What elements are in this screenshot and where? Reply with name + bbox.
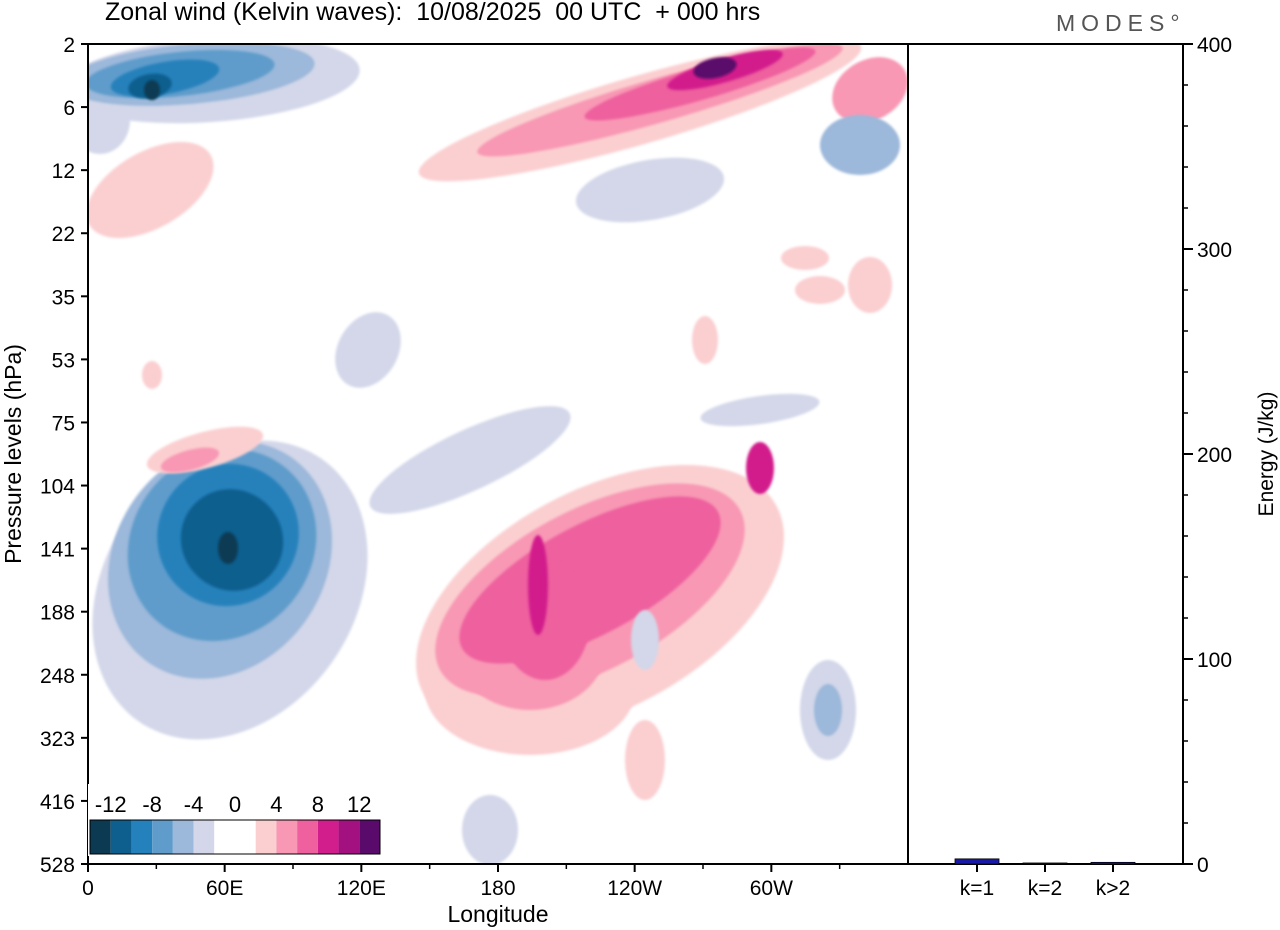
colorbar-swatch (152, 820, 173, 854)
contour-low-right-east2 (814, 684, 842, 736)
contour-upper-east-core (144, 80, 160, 100)
contour-mid-east-right2 (700, 393, 820, 427)
y-axis-label: Pressure levels (hPa) (0, 344, 26, 564)
y-tick-label: 104 (40, 476, 75, 499)
energy-category-label: k>2 (1096, 877, 1130, 900)
colorbar-swatch (193, 820, 215, 854)
colorbar-label: 4 (270, 792, 282, 817)
colorbar-label: 0 (229, 792, 241, 817)
contour-low-west-small2 (160, 447, 220, 473)
chart-title: Zonal wind (Kelvin waves): 10/08/2025 00… (105, 0, 761, 26)
colorbar-swatch (131, 820, 153, 854)
y-tick-label: 22 (52, 223, 75, 246)
y-tick-label: 75 (52, 412, 75, 435)
x-axis-label: Longitude (447, 901, 548, 927)
y-tick-label: 2 (63, 34, 75, 57)
contour-low-west-l3b (746, 442, 774, 494)
energy-tick-label: 300 (1197, 239, 1232, 262)
contour-mid-west-d (692, 316, 718, 364)
energy-bar (1022, 862, 1068, 865)
colorbar-label: 8 (312, 792, 324, 817)
energy-tick-label: 0 (1197, 854, 1209, 877)
x-tick-label: 0 (82, 877, 94, 900)
colorbar-label: -12 (95, 792, 127, 817)
contour-low-east-l0b (369, 406, 571, 514)
x-tick-label: 60E (206, 877, 243, 900)
contour-low-west-l3 (528, 535, 548, 635)
y-tick-label: 141 (40, 539, 75, 562)
x-axis: 0 60E 120E 180 120W 60W (82, 864, 841, 900)
colorbar-swatch (317, 820, 339, 854)
energy-tick-label: 100 (1197, 649, 1232, 672)
modes-logo: MODES° (1056, 10, 1186, 36)
colorbar-swatch (276, 820, 298, 854)
contour-mid-west-b (795, 276, 845, 304)
y-tick-label: 12 (52, 160, 75, 183)
energy-bar (1090, 861, 1136, 865)
y-tick-label: 188 (40, 602, 75, 625)
energy-plot-frame (907, 43, 1184, 865)
contour-mid-west-c (848, 257, 892, 313)
contour-low-east-core (218, 532, 238, 564)
contour-mid-east-a (335, 312, 401, 388)
contour-upper-west-l5 (693, 57, 737, 79)
contour-low-left-east (462, 795, 518, 864)
colorbar: -12 -8 -4 0 4 8 12 (88, 784, 382, 856)
y-tick-label: 528 (40, 854, 75, 877)
y-tick-label: 35 (52, 286, 75, 309)
x-tick-label: 180 (480, 877, 515, 900)
y-tick-label: 416 (40, 791, 75, 814)
colorbar-label: -4 (184, 792, 204, 817)
energy-category-label: k=1 (960, 877, 994, 900)
contour-low-right-west (625, 720, 665, 800)
colorbar-label: 12 (347, 792, 371, 817)
y-tick-label: 248 (40, 665, 75, 688)
energy-tick-label: 400 (1197, 34, 1232, 57)
colorbar-swatch (255, 820, 277, 854)
colorbar-swatch (172, 820, 194, 854)
x-tick-label: 60W (750, 877, 793, 900)
x-tick-label: 120E (337, 877, 386, 900)
contour-mid-west-a (781, 246, 829, 270)
colorbar-swatch (235, 820, 256, 854)
y-axis: 2 6 12 22 35 53 75 104 141 188 248 323 416 528 (40, 34, 88, 877)
contour-upper-west-r (832, 57, 908, 123)
contour-upper-west-left (88, 141, 214, 239)
y-tick-label: 53 (52, 349, 75, 372)
energy-axis: 0 100 200 300 400 k=1 k=2 k>2 (954, 34, 1232, 900)
energy-axis-label: Energy (J/kg) (1255, 392, 1278, 517)
colorbar-swatch (214, 820, 235, 854)
colorbar-swatch (110, 820, 132, 854)
contour-mid-west-e (142, 361, 162, 389)
contour-low-mid-east (631, 610, 659, 670)
colorbar-frame (89, 819, 381, 855)
energy-tick-label: 200 (1197, 444, 1232, 467)
contour-upper-east-right (820, 115, 900, 175)
contour-mid-east-right (575, 157, 725, 223)
energy-category-label: k=2 (1028, 877, 1062, 900)
colorbar-swatch (338, 820, 360, 854)
colorbar-label: -8 (142, 792, 162, 817)
y-tick-label: 323 (40, 728, 75, 751)
y-tick-label: 6 (63, 97, 75, 120)
colorbar-swatch (90, 820, 111, 854)
contour-field (88, 44, 908, 864)
colorbar-swatch (297, 820, 318, 854)
x-tick-label: 120W (607, 877, 662, 900)
colorbar-swatch (359, 820, 380, 854)
energy-bar (954, 858, 1000, 865)
